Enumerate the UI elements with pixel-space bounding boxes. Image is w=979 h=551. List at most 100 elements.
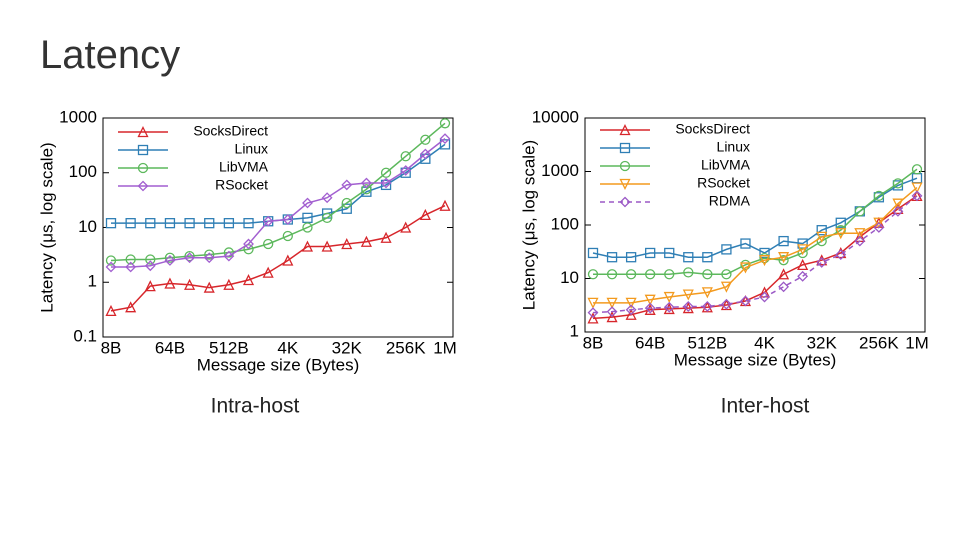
legend-label: RSocket [697, 175, 750, 191]
marker [619, 160, 631, 172]
marker [758, 255, 771, 267]
x-tick-label: 1M [905, 333, 929, 352]
marker [341, 197, 352, 209]
marker [164, 277, 176, 289]
marker [645, 247, 656, 259]
marker [184, 250, 195, 262]
series-line [592, 195, 918, 314]
marker [759, 291, 770, 303]
marker [321, 212, 333, 224]
marker [892, 198, 904, 210]
marker [341, 203, 352, 214]
marker [873, 190, 885, 202]
marker [644, 302, 656, 314]
series-line [111, 143, 446, 224]
marker [740, 238, 751, 249]
chart-caption: Inter-host [721, 395, 810, 418]
y-tick-label: 10 [78, 217, 97, 236]
marker [125, 261, 137, 273]
marker [587, 312, 599, 324]
marker [137, 180, 149, 192]
marker [606, 269, 618, 280]
x-tick-label: 1M [433, 338, 457, 357]
x-tick-label: 8B [583, 333, 604, 352]
marker [663, 291, 675, 304]
x-axis-label: Message size (Bytes) [197, 355, 360, 374]
marker [439, 118, 451, 129]
marker [702, 252, 713, 263]
marker [204, 218, 215, 229]
series-line [592, 177, 918, 258]
marker [854, 235, 866, 247]
marker [720, 298, 732, 310]
marker [164, 218, 176, 229]
marker [321, 192, 333, 204]
x-axis-label: Message size (Bytes) [674, 350, 837, 369]
y-tick-label: 10000 [532, 107, 579, 126]
x-tick-label: 8B [101, 338, 122, 357]
marker [145, 254, 156, 265]
marker [797, 258, 809, 270]
marker [184, 278, 196, 290]
marker [797, 247, 808, 259]
marker [892, 205, 904, 217]
marker [262, 266, 274, 278]
marker [778, 281, 790, 293]
marker [105, 304, 117, 317]
marker [243, 218, 254, 229]
marker [439, 133, 451, 145]
marker [439, 199, 451, 211]
marker [263, 238, 274, 250]
marker [380, 179, 392, 191]
marker [301, 240, 314, 252]
marker [911, 190, 923, 202]
marker [341, 238, 353, 250]
marker [619, 142, 631, 154]
marker [400, 221, 412, 233]
x-tick-label: 512B [688, 333, 728, 352]
marker [701, 301, 713, 312]
y-axis-label: Latency (μs, log scale) [37, 142, 56, 312]
marker [204, 249, 215, 260]
marker [625, 308, 637, 320]
marker [587, 297, 599, 309]
chart-caption: Intra-host [211, 395, 300, 418]
marker [739, 262, 752, 274]
marker [854, 228, 866, 240]
marker [759, 253, 770, 264]
marker [419, 148, 431, 160]
marker [778, 252, 790, 264]
marker [778, 235, 789, 247]
x-tick-label: 64B [155, 338, 185, 357]
marker [816, 225, 827, 236]
marker [282, 214, 294, 225]
marker [137, 144, 149, 156]
x-tick-label: 256K [386, 338, 426, 357]
marker [184, 218, 195, 229]
marker [606, 306, 618, 318]
marker [587, 307, 599, 319]
legend-label: Linux [717, 139, 750, 155]
marker [854, 206, 865, 217]
plot-frame [102, 117, 454, 338]
marker [360, 235, 372, 247]
marker [321, 240, 333, 252]
marker [619, 178, 631, 190]
marker [360, 177, 372, 189]
marker [223, 218, 235, 229]
marker [144, 260, 156, 272]
marker [282, 230, 293, 242]
marker [816, 231, 828, 243]
chart: 1 10 100 1000 10000 8B 64B 512B 4K 32K 256K 1M Messa… [519, 107, 928, 417]
legend-label: Linux [235, 141, 268, 157]
marker [721, 269, 732, 280]
marker [816, 256, 828, 268]
x-tick-label: 32K [807, 333, 838, 352]
marker [606, 311, 618, 323]
x-tick-label: 512B [209, 338, 249, 357]
marker [125, 254, 136, 265]
marker [778, 268, 790, 280]
marker [587, 269, 599, 280]
series-line [110, 122, 446, 262]
marker [740, 259, 751, 270]
